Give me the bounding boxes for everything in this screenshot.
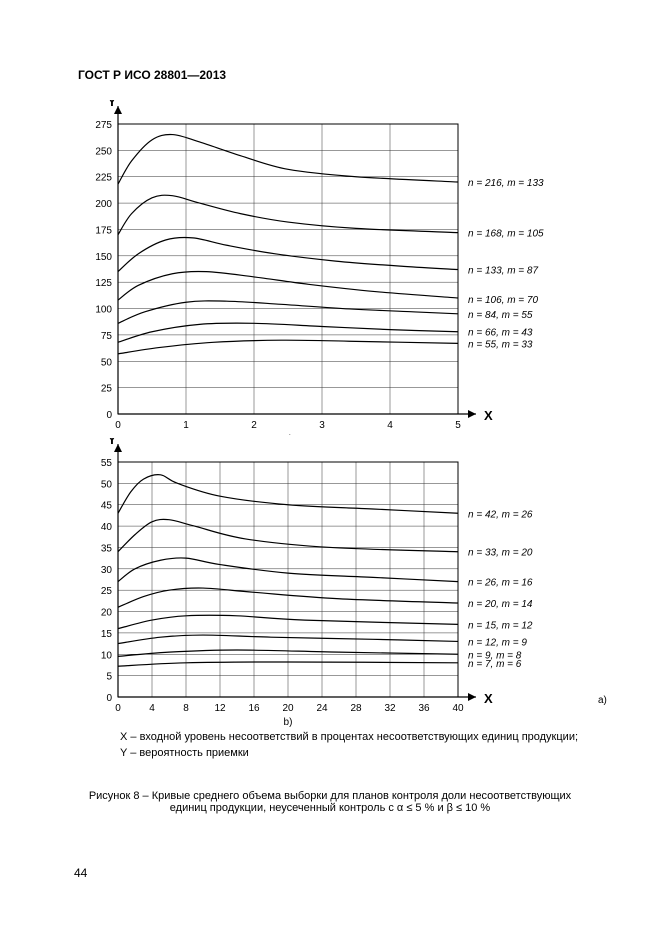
svg-text:Y: Y [108, 100, 117, 109]
page-number: 44 [74, 866, 87, 880]
svg-text:4: 4 [149, 703, 155, 714]
svg-text:125: 125 [95, 278, 112, 289]
svg-text:n = 7, m = 6: n = 7, m = 6 [468, 659, 522, 670]
svg-text:2: 2 [251, 420, 257, 431]
svg-text:16: 16 [248, 703, 260, 714]
document-page: ГОСТ Р ИСО 28801—2013 012345025507510012… [0, 0, 661, 936]
svg-text:n = 42, m = 26: n = 42, m = 26 [468, 509, 533, 520]
svg-text:n = 66, m = 43: n = 66, m = 43 [468, 328, 533, 339]
svg-text:0: 0 [115, 420, 121, 431]
svg-text:n = 106, m = 70: n = 106, m = 70 [468, 295, 538, 306]
svg-text:0: 0 [115, 703, 121, 714]
svg-text:20: 20 [101, 608, 113, 619]
doc-header: ГОСТ Р ИСО 28801—2013 [78, 68, 226, 82]
svg-text:20: 20 [282, 703, 294, 714]
svg-text:250: 250 [95, 146, 112, 157]
svg-text:36: 36 [418, 703, 430, 714]
svg-text:8: 8 [183, 703, 189, 714]
svg-text:n = 26, m = 16: n = 26, m = 16 [468, 578, 533, 589]
svg-text:35: 35 [101, 543, 113, 554]
svg-text:45: 45 [101, 501, 113, 512]
svg-text:a): a) [598, 695, 607, 706]
svg-text:28: 28 [350, 703, 362, 714]
svg-text:X: X [484, 408, 493, 423]
svg-text:200: 200 [95, 199, 112, 210]
svg-text:50: 50 [101, 479, 113, 490]
footnote-y: Y – вероятность приемки [120, 746, 249, 761]
svg-text:24: 24 [316, 703, 328, 714]
svg-text:4: 4 [387, 420, 393, 431]
svg-text:30: 30 [101, 565, 113, 576]
svg-text:n = 168, m = 105: n = 168, m = 105 [468, 229, 544, 240]
footnote-x: X – входной уровень несоответствий в про… [120, 730, 578, 745]
svg-text:n = 133, m = 87: n = 133, m = 87 [468, 266, 538, 277]
svg-text:Y: Y [108, 438, 117, 447]
svg-text:175: 175 [95, 225, 112, 236]
svg-text:275: 275 [95, 120, 112, 131]
svg-text:25: 25 [101, 586, 113, 597]
svg-text:40: 40 [452, 703, 464, 714]
svg-text:100: 100 [95, 305, 112, 316]
svg-text:n = 55, m = 33: n = 55, m = 33 [468, 339, 533, 350]
svg-text:n = 15, m = 12: n = 15, m = 12 [468, 620, 533, 631]
svg-text:5: 5 [106, 672, 112, 683]
svg-text:75: 75 [101, 331, 113, 342]
svg-text:0: 0 [106, 693, 112, 704]
chart-a: 0123450255075100125150175200225250275XYa… [78, 100, 598, 435]
svg-text:25: 25 [101, 384, 113, 395]
svg-text:n = 12, m = 9: n = 12, m = 9 [468, 637, 527, 648]
svg-text:0: 0 [106, 410, 112, 421]
svg-text:55: 55 [101, 458, 113, 469]
svg-text:150: 150 [95, 252, 112, 263]
svg-text:50: 50 [101, 357, 113, 368]
svg-text:n = 20, m = 14: n = 20, m = 14 [468, 599, 533, 610]
svg-text:1: 1 [183, 420, 189, 431]
svg-text:X: X [484, 691, 493, 706]
svg-text:n = 84, m = 55: n = 84, m = 55 [468, 310, 533, 321]
svg-text:225: 225 [95, 173, 112, 184]
svg-text:10: 10 [101, 650, 113, 661]
svg-text:a): a) [284, 434, 293, 435]
svg-text:40: 40 [101, 522, 113, 533]
svg-text:32: 32 [384, 703, 396, 714]
svg-text:n = 216, m = 133: n = 216, m = 133 [468, 178, 544, 189]
figure-caption: Рисунок 8 – Кривые среднего объема выбор… [80, 790, 580, 814]
chart-b: 0 4 8 12 16 20 24 28 32 36 40 0 5 10 15 20 25 30 35 40 45 50 5… [78, 438, 618, 728]
svg-text:5: 5 [455, 420, 461, 431]
svg-text:15: 15 [101, 629, 113, 640]
svg-text:b): b) [284, 717, 293, 728]
svg-text:3: 3 [319, 420, 325, 431]
svg-text:n = 33, m = 20: n = 33, m = 20 [468, 548, 533, 559]
svg-text:12: 12 [214, 703, 226, 714]
